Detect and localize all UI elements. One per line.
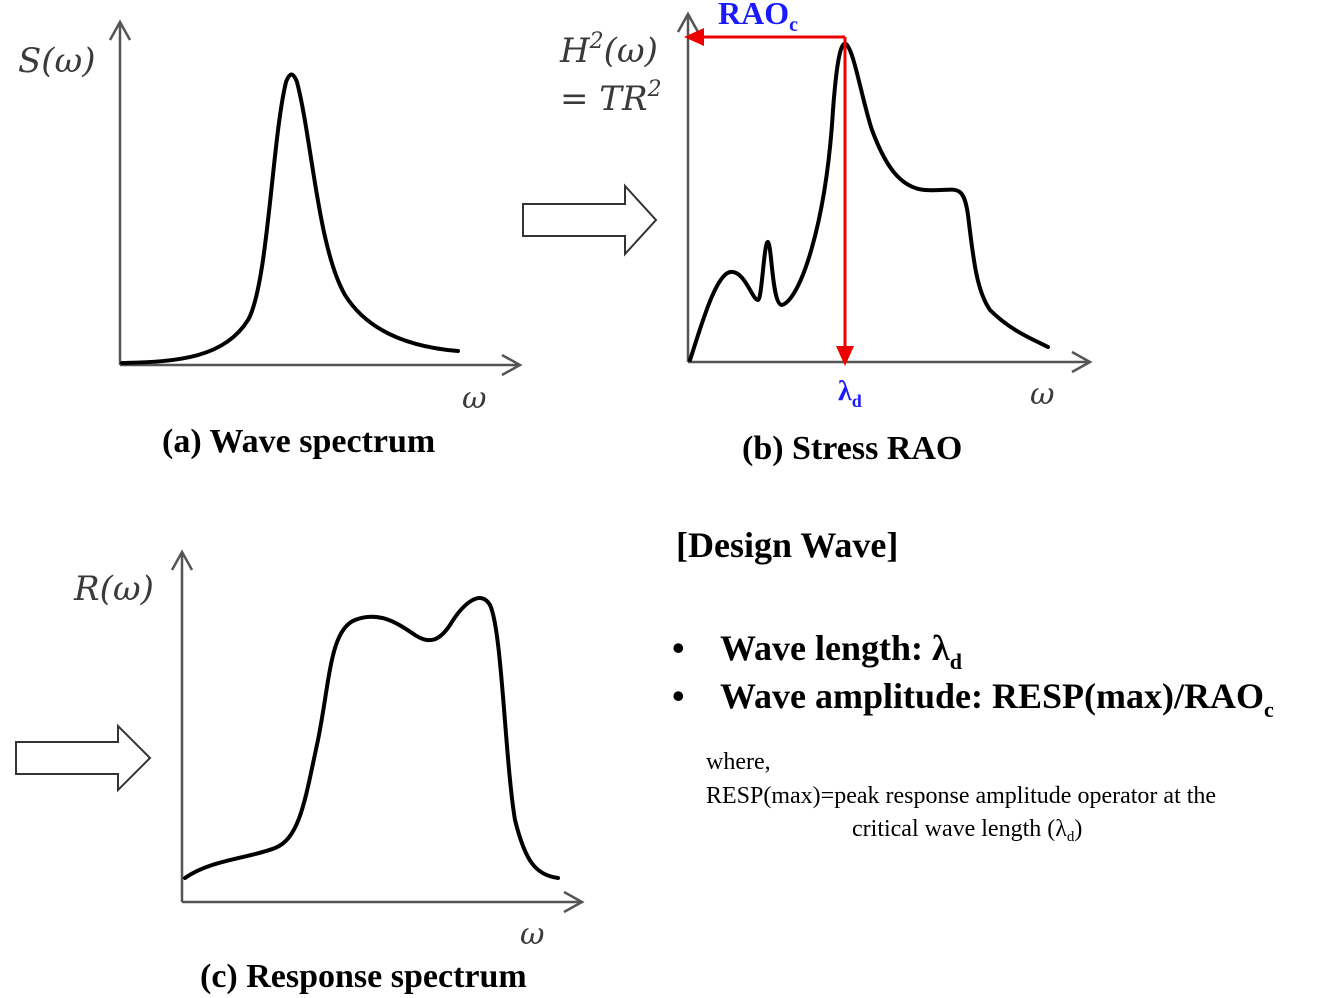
panel-stress-rao: RAOc λd H2(ω) = TR2 ω (b) Stress RAO xyxy=(559,0,1093,467)
caption-wave-spectrum: (a) Wave spectrum xyxy=(162,423,435,460)
note-resp-definition: RESP(max)=peak response amplitude operat… xyxy=(706,783,1216,809)
caption-response-spectrum: (c) Response spectrum xyxy=(200,958,527,995)
bullet-marker: • xyxy=(672,628,685,668)
y-axis-arrowhead xyxy=(170,549,194,571)
x-axis-arrowhead xyxy=(1071,350,1093,374)
bullet-wave-amplitude: Wave amplitude: RESP(max)/RAOc xyxy=(720,676,1274,722)
x-axis-label: ω xyxy=(462,381,486,416)
y-axis-label: H2(ω) xyxy=(559,29,658,71)
response-spectrum-curve xyxy=(183,596,560,880)
panel-wave-spectrum: S(ω) ω (a) Wave spectrum xyxy=(18,19,523,460)
lambda-d-label: λd xyxy=(838,376,862,411)
bullet-wave-length: Wave length: λd xyxy=(720,628,962,674)
note-critical-wave-length: critical wave length (λd) xyxy=(852,816,1082,845)
x-axis-arrowhead xyxy=(501,353,523,377)
note-where: where, xyxy=(706,749,771,775)
x-axis-label: ω xyxy=(520,917,544,952)
x-axis-label: ω xyxy=(1030,377,1054,412)
caption-stress-rao: (b) Stress RAO xyxy=(742,430,962,467)
y-axis-arrowhead xyxy=(108,19,132,41)
flow-arrow-right xyxy=(522,183,658,257)
wave-spectrum-curve xyxy=(120,72,460,365)
rao-c-label: RAOc xyxy=(718,0,798,36)
bullet-marker: • xyxy=(672,676,685,716)
panel-response-spectrum: R(ω) ω (c) Response spectrum xyxy=(73,549,585,995)
design-wave-heading: [Design Wave] xyxy=(676,525,898,565)
y-axis-label: S(ω) xyxy=(18,41,96,81)
y-axis-arrowhead xyxy=(676,11,700,33)
lambda-arrowhead xyxy=(836,346,854,366)
stress-rao-curve xyxy=(688,41,1050,362)
rao-arrowhead xyxy=(684,28,704,46)
flow-arrow-right-lower xyxy=(15,723,152,793)
x-axis-arrowhead xyxy=(563,890,585,914)
design-wave-block: [Design Wave] • Wave length: λd • Wave a… xyxy=(672,525,1274,845)
y-axis-label-line2: = TR2 xyxy=(560,77,662,119)
y-axis-label: R(ω) xyxy=(73,569,154,609)
